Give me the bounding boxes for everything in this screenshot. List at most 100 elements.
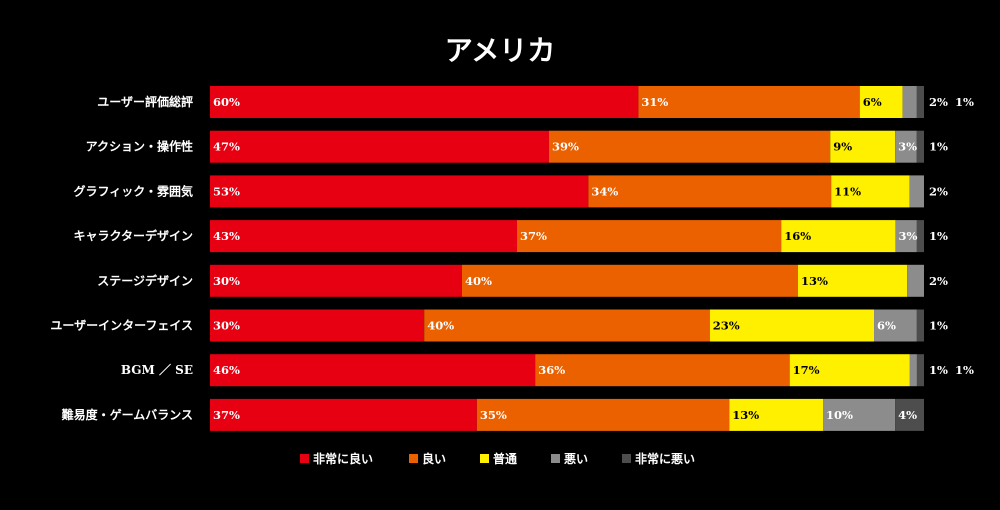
- legend-swatch: [300, 454, 309, 463]
- data-label: 34%: [591, 184, 618, 198]
- bar-segment: [789, 354, 910, 387]
- data-label: 6%: [877, 319, 896, 333]
- bar-segment: [210, 175, 589, 208]
- data-label: 1%: [929, 363, 948, 377]
- data-label: 1%: [955, 363, 974, 377]
- bar-segment: [916, 130, 924, 163]
- legend-swatch: [409, 454, 418, 463]
- category-label: アクション・操作性: [86, 139, 193, 154]
- bar-segment: [210, 264, 462, 297]
- category-label: BGM ／ SE: [121, 362, 193, 377]
- data-label: 46%: [213, 363, 240, 377]
- data-label: 35%: [480, 408, 507, 422]
- category-label: キャラクターデザイン: [73, 228, 193, 243]
- bars: [210, 86, 924, 431]
- data-label: 37%: [213, 408, 240, 422]
- bar-segment: [916, 309, 924, 342]
- bar-segment: [909, 354, 917, 387]
- data-label: 1%: [929, 319, 948, 333]
- bar-segment: [895, 398, 924, 431]
- bar-segment: [895, 130, 917, 163]
- bar-segment: [709, 309, 875, 342]
- legend-label: 良い: [422, 451, 446, 466]
- legend-swatch: [480, 454, 489, 463]
- bar-segment: [907, 264, 924, 297]
- bar-segment: [916, 354, 924, 387]
- bar-segment: [895, 220, 917, 253]
- category-label: ユーザー評価総評: [97, 94, 193, 109]
- category-label: ステージデザイン: [97, 273, 193, 288]
- legend-label: 普通: [493, 451, 517, 466]
- data-label: 13%: [801, 274, 828, 288]
- data-label: 23%: [713, 319, 740, 333]
- legend-swatch: [622, 454, 631, 463]
- data-label: 36%: [538, 363, 565, 377]
- data-label: 30%: [213, 274, 240, 288]
- bar-segment: [210, 220, 518, 253]
- bar-segment: [823, 398, 896, 431]
- bar-segment: [916, 86, 924, 118]
- value-labels: 60% 31% 6% 2% 1% 47% 39% 9% 3% 1% 53% 34% 11% 2% 43% 37…: [213, 95, 974, 422]
- data-label: 40%: [427, 319, 454, 333]
- data-label: 9%: [833, 140, 852, 154]
- data-label: 2%: [929, 95, 948, 109]
- bar-segment: [909, 175, 924, 208]
- data-label: 1%: [929, 140, 948, 154]
- bar-segment: [859, 86, 903, 118]
- category-label: 難易度・ゲームバランス: [62, 407, 193, 422]
- bar-segment: [210, 398, 477, 431]
- bar-segment: [781, 220, 896, 253]
- data-label: 60%: [213, 95, 240, 109]
- bar-segment: [548, 130, 831, 163]
- bar-segment: [210, 309, 425, 342]
- chart-title: アメリカ: [445, 34, 556, 67]
- legend-label: 非常に良い: [313, 451, 373, 466]
- legend-label: 悪い: [564, 452, 588, 466]
- legend-swatch: [551, 454, 560, 463]
- bar-segment: [830, 130, 896, 163]
- bar-segment: [535, 354, 790, 387]
- data-label: 2%: [929, 184, 948, 198]
- bar-segment: [517, 220, 782, 253]
- bar-segment: [902, 86, 917, 118]
- data-label: 53%: [213, 184, 240, 198]
- data-label: 39%: [552, 140, 579, 154]
- bar-segment: [916, 220, 924, 253]
- category-label: グラフィック・雰囲気: [73, 183, 193, 198]
- data-label: 11%: [834, 184, 861, 198]
- data-label: 47%: [213, 140, 240, 154]
- bar-segment: [638, 86, 860, 118]
- data-label: 37%: [520, 229, 547, 243]
- bar-segment: [462, 264, 798, 297]
- data-label: 1%: [955, 95, 974, 109]
- bar-segment: [729, 398, 824, 431]
- data-label: 2%: [929, 274, 948, 288]
- legend-label: 非常に悪い: [635, 451, 695, 466]
- bar-segment: [588, 175, 832, 208]
- bar-segment: [831, 175, 910, 208]
- bar-segment: [210, 354, 536, 387]
- bar-segment: [210, 86, 639, 118]
- data-label: 1%: [929, 229, 948, 243]
- data-label: 13%: [732, 408, 759, 422]
- bar-segment: [210, 130, 549, 163]
- bar-segment: [874, 309, 917, 342]
- category-label: ユーザーインターフェイス: [50, 319, 193, 333]
- bar-segment: [424, 309, 710, 342]
- data-label: 43%: [213, 229, 240, 243]
- data-label: 6%: [863, 95, 882, 109]
- data-label: 40%: [465, 274, 492, 288]
- data-label: 17%: [793, 363, 820, 377]
- bar-segment: [476, 398, 730, 431]
- data-label: 3%: [898, 140, 917, 154]
- legend: 非常に良い 良い 普通 悪い 非常に悪い: [300, 451, 695, 466]
- data-label: 4%: [898, 408, 917, 422]
- data-label: 16%: [784, 229, 811, 243]
- data-label: 31%: [641, 95, 668, 109]
- data-label: 10%: [826, 408, 853, 422]
- category-labels: ユーザー評価総評アクション・操作性グラフィック・雰囲気キャラクターデザインステー…: [50, 94, 193, 422]
- data-label: 30%: [213, 319, 240, 333]
- data-label: 3%: [898, 229, 917, 243]
- bar-segment: [798, 264, 908, 297]
